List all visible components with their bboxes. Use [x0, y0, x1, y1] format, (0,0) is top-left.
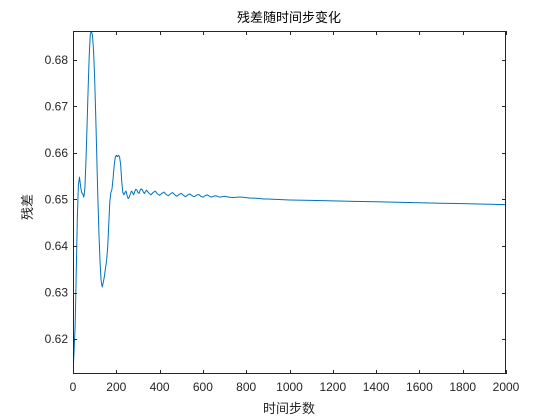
- x-tick-label: 1800: [449, 380, 476, 394]
- x-axis-ticks: 0 200 400 600 800 1000 1200 1400 1600 1800 2000: [70, 31, 520, 394]
- axes-box: [73, 31, 506, 374]
- x-tick-label: 200: [106, 380, 126, 394]
- x-tick-label: 400: [150, 380, 170, 394]
- x-tick-label: 1000: [276, 380, 303, 394]
- x-tick-label: 1600: [406, 380, 433, 394]
- plot-area: [73, 31, 506, 374]
- x-tick-label: 0: [70, 380, 77, 394]
- x-tick-label: 1400: [363, 380, 390, 394]
- residual-series-line: [73, 31, 506, 374]
- x-tick-label: 600: [193, 380, 213, 394]
- plot-layer: [73, 31, 506, 374]
- y-tick-label: 0.62: [45, 332, 69, 346]
- y-tick-label: 0.65: [45, 192, 69, 206]
- axes-frame: [73, 31, 506, 374]
- x-axis-label: 时间步数: [263, 402, 315, 417]
- y-tick-label: 0.63: [45, 286, 69, 300]
- y-tick-label: 0.66: [45, 146, 69, 160]
- x-tick-label: 2000: [493, 380, 520, 394]
- x-tick-label: 1200: [319, 380, 346, 394]
- y-axis-label: 残差: [21, 194, 36, 220]
- x-tick-label: 800: [236, 380, 256, 394]
- y-tick-label: 0.64: [45, 239, 69, 253]
- chart-title: 残差随时间步变化: [237, 10, 341, 26]
- y-tick-label: 0.67: [45, 99, 69, 113]
- y-axis-ticks: 0.62 0.63 0.64 0.65 0.66 0.67 0.68: [45, 53, 506, 346]
- y-tick-label: 0.68: [45, 53, 69, 67]
